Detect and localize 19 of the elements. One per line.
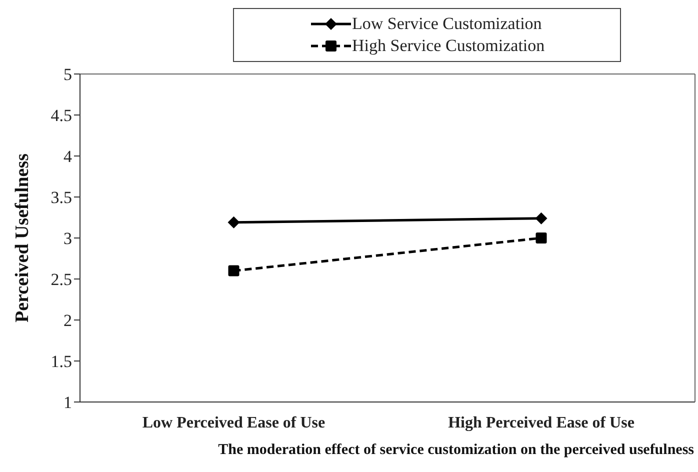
- x-tick-label: Low Perceived Ease of Use: [142, 414, 326, 432]
- y-tick-label: 4.5: [50, 106, 72, 126]
- y-tick-label: 3.5: [50, 188, 72, 208]
- y-tick-label: 2.5: [50, 270, 72, 290]
- point: [536, 232, 547, 244]
- x-tick-label: High Perceived Ease of Use: [448, 414, 634, 432]
- y-tick-label: 4: [64, 147, 72, 166]
- y-tick-label: 2: [64, 311, 72, 330]
- legend-label: High Service Customization: [352, 36, 545, 56]
- y-axis-title: Perceived Usefulness: [12, 153, 33, 323]
- text: The moderation effect of service customization on the perceived usefulness: [217, 442, 695, 459]
- point: [228, 265, 240, 276]
- y-tick-label: 3: [64, 229, 72, 248]
- y-tick-label: 1.5: [50, 352, 72, 372]
- point: [535, 212, 548, 224]
- y-tick-label: 5: [64, 65, 72, 84]
- y-tick-label: 1: [64, 393, 72, 412]
- legend-label: Low Service Customization: [352, 14, 542, 34]
- point: [228, 216, 240, 228]
